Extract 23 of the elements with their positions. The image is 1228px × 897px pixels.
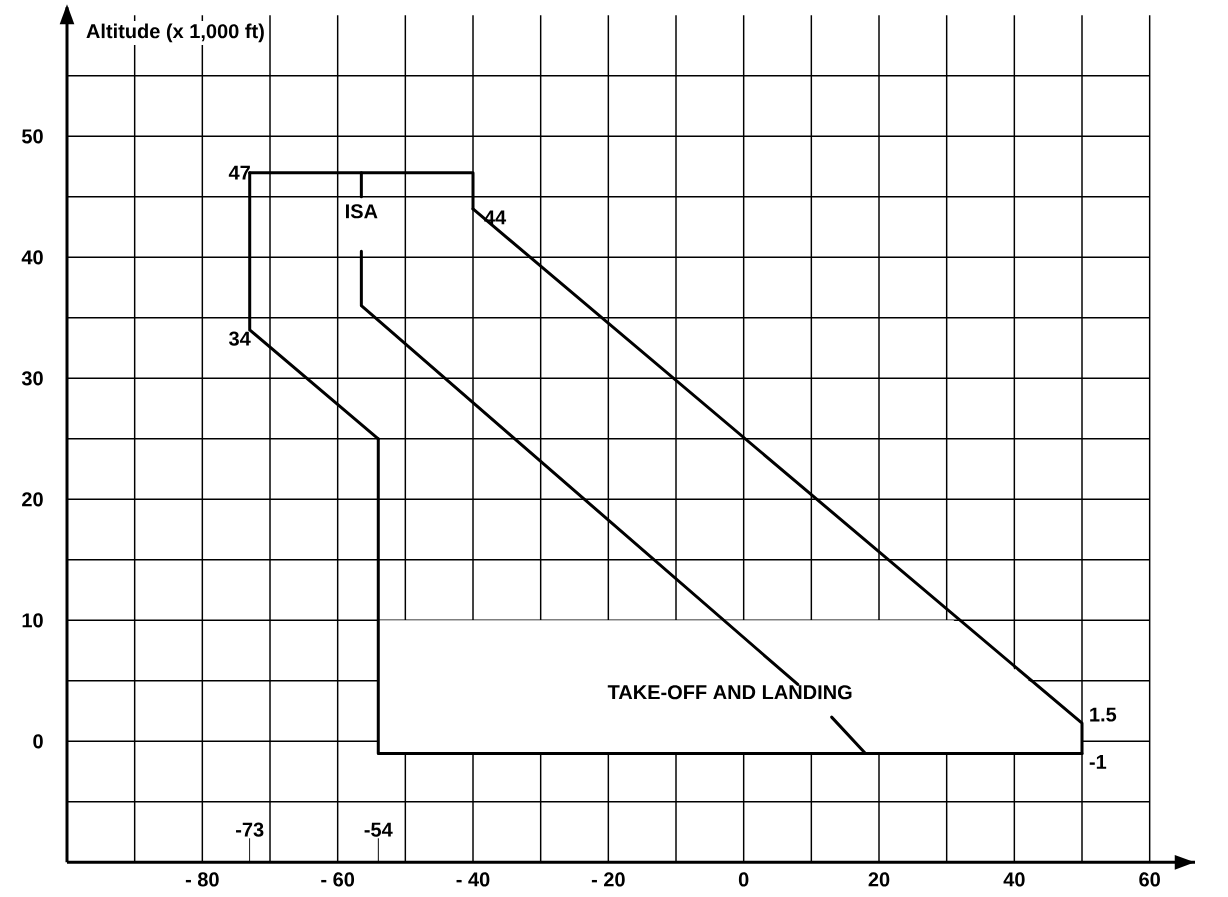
x-tick-label: 60: [1139, 872, 1160, 887]
y-tick-label: 0: [33, 734, 43, 749]
x-tick-label: 20: [868, 872, 890, 887]
annotation: 47: [228, 165, 250, 180]
x-tick-label: - 40: [456, 872, 490, 887]
x-tick-label: 0: [738, 872, 749, 887]
x-tick-label: 40: [1003, 872, 1025, 887]
y-tick-label: 40: [21, 250, 43, 265]
y-tick-label: 10: [22, 613, 43, 628]
x-tick-label: - 60: [321, 872, 355, 887]
series-label: TAKE-OFF AND LANDING: [607, 684, 852, 700]
y-tick-label: 50: [21, 129, 43, 144]
annotation: 34: [228, 331, 251, 346]
series-label: ISA: [346, 204, 378, 219]
annotation: -54: [364, 822, 393, 837]
annotation: 1.5: [1090, 707, 1117, 722]
y-axis-title: Altitude (x 1,000 ft): [86, 23, 264, 43]
y-tick-label: 20: [22, 492, 43, 507]
x-tick-label: - 20: [591, 872, 625, 887]
y-tick-label: 30: [21, 371, 43, 386]
annotation: -73: [236, 822, 264, 837]
x-tick-label: - 80: [185, 872, 219, 887]
annotation: -1: [1089, 754, 1107, 769]
